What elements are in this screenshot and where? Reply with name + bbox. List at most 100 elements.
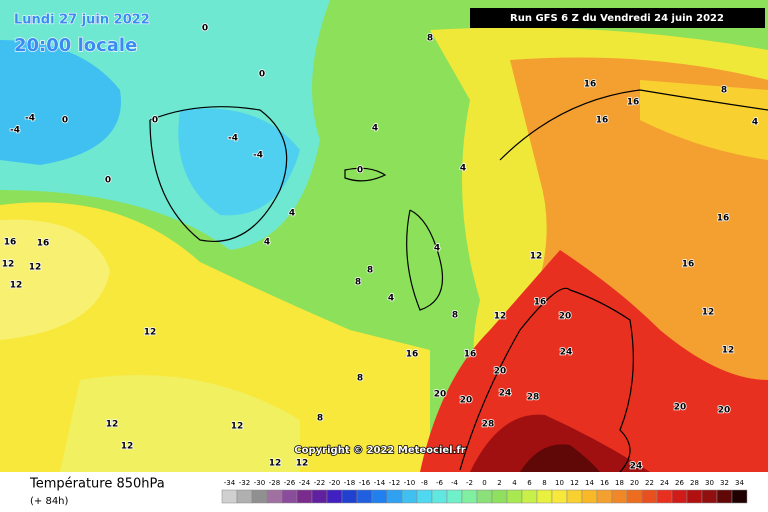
scale-swatch [641, 489, 658, 504]
contour-label: 8 [317, 414, 323, 424]
contour-label: 28 [527, 393, 540, 403]
contour-label: 12 [29, 263, 42, 273]
scale-label: 34 [735, 479, 744, 487]
scale-label: -20 [329, 479, 340, 487]
scale-swatch [461, 489, 478, 504]
scale-label: -18 [344, 479, 355, 487]
scale-label: -10 [404, 479, 415, 487]
contour-label: 8 [427, 34, 433, 44]
contour-label: 12 [106, 420, 119, 430]
contour-label: 16 [584, 80, 597, 90]
contour-label: 4 [372, 124, 378, 134]
coastlines [149, 89, 768, 473]
contour-label: 12 [269, 459, 282, 469]
scale-swatch [671, 489, 688, 504]
scale-swatch [701, 489, 718, 504]
contour-label: -4 [253, 151, 263, 161]
contour-label: 16 [682, 260, 695, 270]
scale-label: 22 [645, 479, 654, 487]
contour-label: 16 [37, 239, 50, 249]
scale-swatch [221, 489, 238, 504]
scale-swatch [491, 489, 508, 504]
contour-label: 0 [62, 116, 68, 126]
scale-label: -24 [299, 479, 311, 487]
scale-label: -6 [436, 479, 444, 487]
scale-label: 14 [585, 479, 594, 487]
color-scale: -34 -32 -30 -28 -26 -24 -22 -20 -18 -16 -14 -12 -10-… [221, 479, 748, 504]
contour-label: 8 [452, 311, 458, 321]
scale-swatch [236, 489, 253, 504]
contour-labels: 000 0-4-4-4-40084444448888816161616161616… [1, 23, 759, 473]
scale-swatch [266, 489, 283, 504]
contour-label: 12 [2, 260, 15, 270]
scale-label: 12 [570, 479, 579, 487]
contour-label: 12 [702, 308, 715, 318]
contour-label: 16 [627, 98, 640, 108]
contour-label: 24 [560, 348, 573, 358]
scale-swatch [416, 489, 433, 504]
contour-label: 0 [105, 176, 111, 186]
footer-lead: (+ 84h) [30, 496, 69, 507]
contour-label: 8 [721, 86, 727, 96]
contour-label: 24 [499, 389, 512, 399]
scale-label: 32 [720, 479, 729, 487]
scale-swatch [581, 489, 598, 504]
copyright: Copyright © 2022 Meteociel.fr [294, 445, 465, 456]
scale-label: 0 [482, 479, 486, 487]
contour-label: 28 [482, 420, 495, 430]
contour-label: 20 [434, 390, 447, 400]
scale-swatch [686, 489, 703, 504]
run-info: Run GFS 6 Z du Vendredi 24 juin 2022 [510, 13, 724, 24]
contour-label: 20 [494, 367, 507, 377]
contour-label: 4 [264, 238, 270, 248]
scale-swatch [551, 489, 568, 504]
contour-label: 16 [596, 116, 609, 126]
scale-label: -4 [451, 479, 459, 487]
scale-label: 18 [615, 479, 624, 487]
contour-label: 24 [630, 462, 643, 472]
scale-swatch [371, 489, 388, 504]
scale-swatch [476, 489, 493, 504]
scale-label: -12 [389, 479, 400, 487]
scale-label: -22 [314, 479, 325, 487]
scale-label: -8 [421, 479, 428, 487]
scale-label: -28 [269, 479, 280, 487]
scale-swatch [626, 489, 643, 504]
scale-swatch [296, 489, 313, 504]
contour-label: 16 [4, 238, 17, 248]
contour-label: 16 [717, 214, 730, 224]
scale-swatch [251, 489, 268, 504]
scale-label: -26 [284, 479, 296, 487]
scale-label: 20 [630, 479, 639, 487]
scale-swatch [431, 489, 448, 504]
scale-swatch [446, 489, 463, 504]
contour-label: 16 [534, 298, 547, 308]
contour-label: 12 [530, 252, 543, 262]
contour-label: 20 [460, 396, 473, 406]
contour-label: -4 [25, 114, 35, 124]
scale-label: -32 [239, 479, 250, 487]
scale-swatch [326, 489, 343, 504]
contour-label: 20 [718, 406, 731, 416]
contour-label: 0 [152, 116, 158, 126]
scale-swatch [536, 489, 553, 504]
contour-label: 16 [464, 350, 477, 360]
scale-label: -14 [374, 479, 386, 487]
scale-label: 28 [690, 479, 699, 487]
scale-swatch [656, 489, 673, 504]
scale-label: 24 [660, 479, 669, 487]
scale-label: 4 [512, 479, 517, 487]
contour-label: 12 [722, 346, 735, 356]
scale-swatch [506, 489, 523, 504]
contour-label: 8 [355, 278, 361, 288]
map-time: 20:00 locale [14, 35, 137, 56]
scale-swatch [716, 489, 733, 504]
contour-label: 4 [460, 164, 466, 174]
contour-label: 8 [367, 266, 373, 276]
scale-swatch [386, 489, 403, 504]
scale-swatch [356, 489, 373, 504]
scale-label: 2 [497, 479, 501, 487]
footer-title: Température 850hPa [29, 477, 165, 492]
